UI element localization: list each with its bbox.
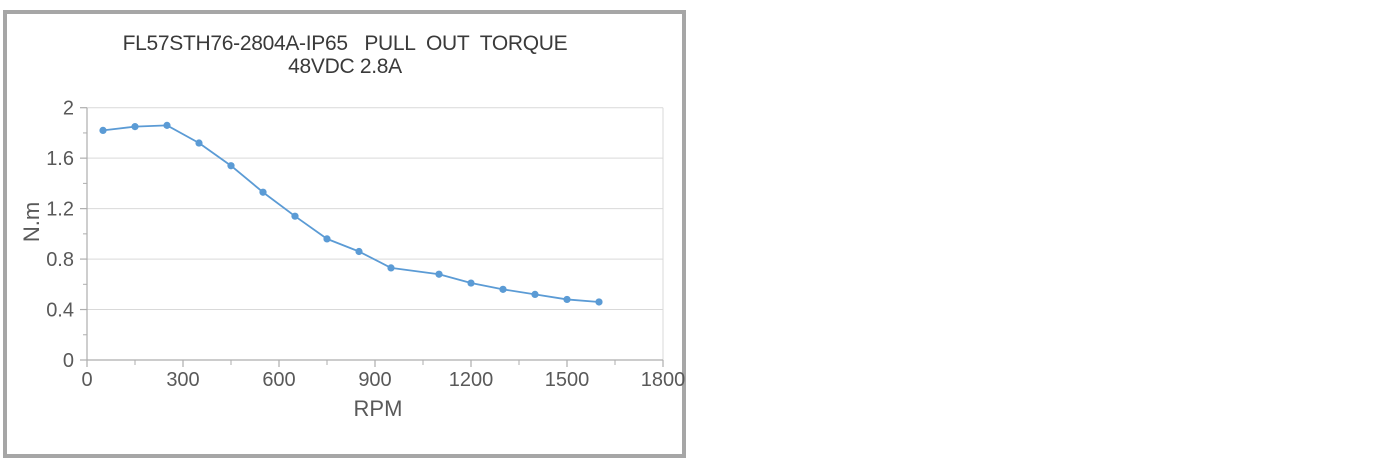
y-tick-label-1.2: 1.2	[46, 199, 74, 221]
tick-labels: 0 0.4 0.8 1.2 1.6 2 0 300 600 900 1200 1500 1800	[46, 98, 685, 391]
data-point-1300rpm	[499, 285, 507, 293]
y-tick-label-2: 2	[63, 98, 74, 120]
data-point-850rpm	[355, 247, 363, 256]
y-tick-label-1.6: 1.6	[46, 148, 74, 170]
x-tick-label-900: 900	[358, 369, 391, 391]
x-tick-label-1800: 1800	[641, 369, 686, 391]
x-tick-label-1500: 1500	[545, 369, 590, 391]
y-tick-label-0.4: 0.4	[46, 300, 74, 322]
data-point-1200rpm	[467, 279, 475, 287]
x-axis-title: RPM	[354, 396, 403, 421]
gridlines	[87, 107, 664, 360]
data-point-450rpm	[227, 162, 235, 170]
data-point-1600rpm	[595, 298, 603, 306]
x-tick-label-600: 600	[262, 369, 295, 391]
y-axis-title: N.m	[19, 202, 44, 242]
data-series	[99, 121, 603, 306]
axes	[86, 107, 663, 361]
data-point-750rpm	[323, 235, 331, 243]
chart-title-line1: FL57STH76-2804A-IP65 PULL OUT TORQUE	[123, 32, 568, 55]
chart-frame	[3, 10, 686, 458]
data-point-650rpm	[291, 212, 299, 220]
data-point-550rpm	[259, 188, 267, 196]
data-point-950rpm	[387, 264, 395, 272]
data-point-250rpm	[163, 121, 171, 129]
tick-marks	[80, 107, 664, 367]
data-point-1500rpm	[563, 295, 571, 304]
data-point-350rpm	[195, 139, 203, 147]
data-point-1400rpm	[531, 290, 539, 299]
x-tick-label-0: 0	[81, 369, 92, 391]
data-point-50rpm	[99, 126, 107, 135]
y-tick-label-0: 0	[63, 350, 74, 372]
series-line-pull-out-torque	[102, 124, 600, 303]
chart-title-line2: 48VDC 2.8A	[288, 55, 402, 78]
x-tick-label-300: 300	[166, 369, 199, 391]
y-tick-label-0.8: 0.8	[46, 249, 74, 271]
x-tick-label-1200: 1200	[449, 369, 494, 391]
data-point-1100rpm	[435, 270, 443, 278]
data-point-150rpm	[131, 123, 139, 131]
